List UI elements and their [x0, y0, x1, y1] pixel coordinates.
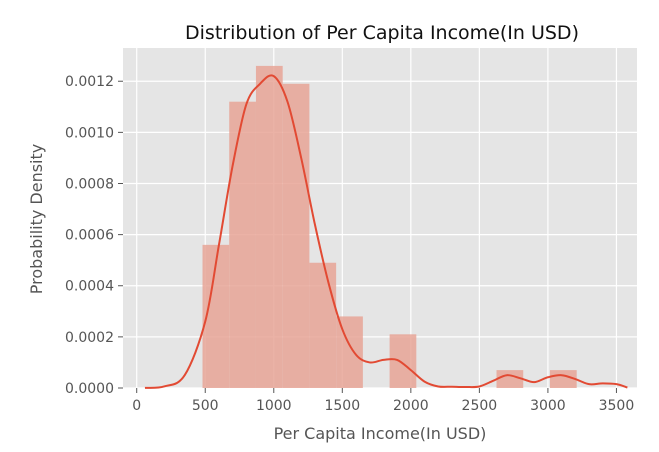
x-tick-label-3: 1500 [324, 398, 360, 414]
histogram-bar-7 [389, 334, 417, 388]
y-tick-label-0: 0.0000 [65, 381, 114, 397]
x-tick-label-7: 3500 [599, 398, 635, 414]
x-tick-label-0: 0 [132, 398, 141, 414]
x-tick-label-5: 2500 [462, 398, 498, 414]
x-axis-label: Per Capita Income(In USD) [274, 424, 487, 443]
histogram-bars [202, 65, 577, 389]
y-tick-label-2: 0.0004 [65, 279, 114, 295]
y-tick-label-4: 0.0008 [65, 176, 114, 192]
y-tick-label-6: 0.0012 [65, 74, 114, 90]
y-tick-label-5: 0.0010 [65, 125, 114, 141]
kde-layer [144, 74, 628, 389]
x-tick-label-1: 500 [192, 398, 219, 414]
x-tick-label-4: 2000 [393, 398, 429, 414]
y-tick-label-3: 0.0006 [65, 228, 114, 244]
histogram-bar-5 [336, 316, 363, 388]
histogram-bar-3 [282, 83, 310, 388]
y-axis-label: Probability Density [27, 144, 46, 295]
chart-title: Distribution of Per Capita Income(In USD… [185, 22, 579, 44]
histogram-bar-1 [229, 101, 256, 389]
kde-line [144, 74, 628, 389]
histogram-bar-2 [255, 65, 283, 388]
y-tick-label-1: 0.0002 [65, 330, 114, 346]
histogram-bar-11 [496, 370, 524, 388]
axes: 0 500 1000 1500 2000 2500 3000 3500 0.0000 0.0002… [65, 74, 634, 414]
histogram-bar-4 [309, 262, 337, 388]
x-tick-label-6: 3000 [530, 398, 566, 414]
x-tick-label-2: 1000 [256, 398, 292, 414]
